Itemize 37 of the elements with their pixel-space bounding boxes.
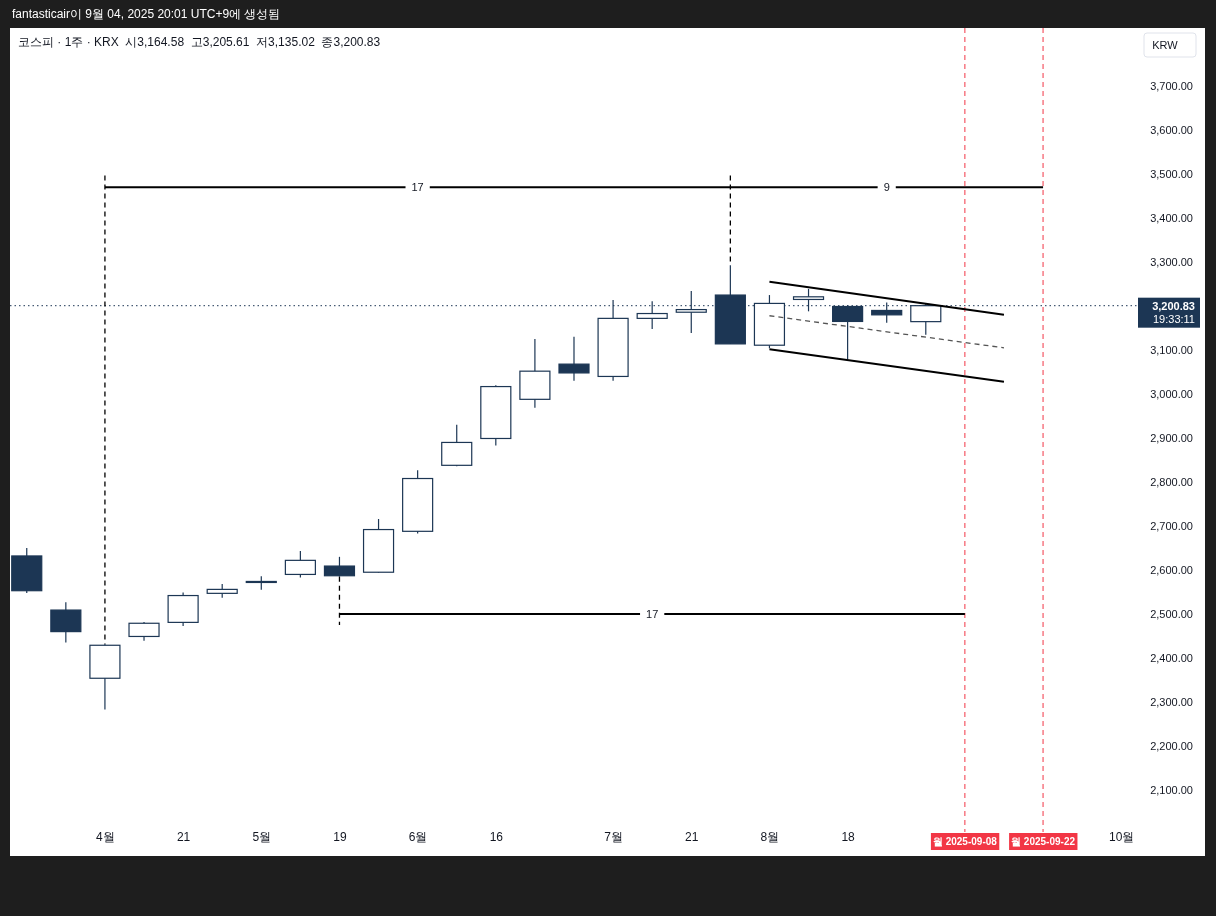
x-tick-label: 18 [841, 829, 856, 844]
annotation: KRW [1152, 39, 1179, 51]
y-tick-label: 3,700.00 [1150, 80, 1193, 93]
y-tick-label: 2,100.00 [1150, 784, 1193, 797]
annotation: 19:33:11 [1152, 312, 1195, 325]
x-tick-label: 5월 [252, 829, 272, 844]
y-tick-label: 2,500.00 [1150, 608, 1193, 621]
ref-line-label: 3,200.83 [1152, 299, 1195, 312]
x-tick-label: 4월 [96, 829, 115, 844]
y-tick-label: 2,700.00 [1150, 520, 1193, 533]
x-tick-label: 16 [489, 829, 504, 844]
text: 코스피 · 1주 · KRX 시3,164.58 고3,205.61 저3,135.02 종3,200.83 [18, 35, 381, 49]
annotation: 17 [646, 608, 659, 621]
y-tick-label: 3,000.00 [1150, 388, 1193, 401]
y-tick-label: 3,100.00 [1150, 344, 1193, 357]
y-tick-label: 3,400.00 [1150, 212, 1193, 225]
x-tick-label: 6월 [408, 829, 428, 844]
x-tick-label: 21 [685, 829, 699, 844]
ref-line-label: 월 2025-09-22 [1011, 836, 1076, 847]
x-tick-label: 10월 [1109, 829, 1135, 844]
x-tick-label: 19 [333, 829, 347, 844]
y-tick-label: 2,900.00 [1150, 432, 1193, 445]
y-tick-label: 2,800.00 [1150, 476, 1193, 489]
y-tick-label: 3,500.00 [1150, 168, 1193, 181]
y-tick-label: 3,600.00 [1150, 124, 1193, 137]
y-tick-label: 2,600.00 [1150, 564, 1193, 577]
y-tick-label: 2,300.00 [1150, 696, 1193, 709]
annotation: 17 [411, 181, 424, 194]
x-tick-label: 8월 [760, 829, 780, 844]
chart-title: fantasticair이 9월 04, 2025 20:01 UTC+9에 생성됨 [12, 7, 281, 21]
y-tick-label: 2,400.00 [1150, 652, 1193, 665]
y-tick-label: 3,300.00 [1150, 256, 1193, 269]
y-tick-label: 2,200.00 [1150, 740, 1193, 753]
ref-line-label: 월 2025-09-08 [932, 836, 998, 847]
annotation: 9 [883, 181, 890, 194]
x-tick-label: 21 [176, 829, 191, 844]
x-tick-label: 7월 [604, 829, 623, 844]
